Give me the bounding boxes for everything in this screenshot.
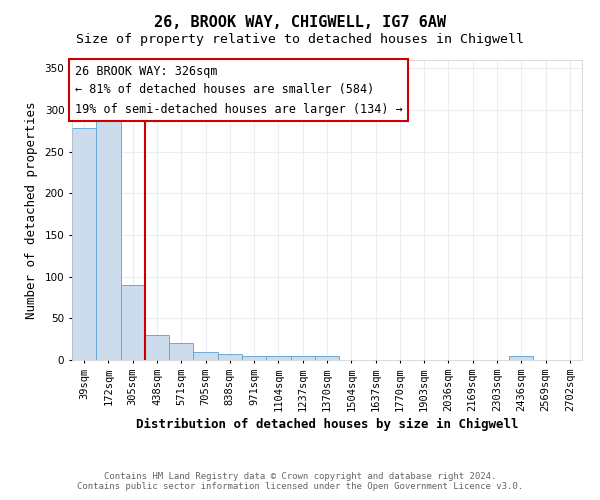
Text: 26 BROOK WAY: 326sqm
← 81% of detached houses are smaller (584)
19% of semi-deta: 26 BROOK WAY: 326sqm ← 81% of detached h… [74, 64, 403, 116]
Bar [169, 344, 193, 360]
Bar [218, 354, 242, 360]
Bar [509, 356, 533, 360]
Bar [290, 356, 315, 360]
Bar [266, 356, 290, 360]
Bar [145, 335, 169, 360]
Y-axis label: Number of detached properties: Number of detached properties [25, 101, 38, 319]
Bar [193, 352, 218, 360]
Bar [121, 285, 145, 360]
Bar [96, 118, 121, 360]
Text: Contains HM Land Registry data © Crown copyright and database right 2024.: Contains HM Land Registry data © Crown c… [104, 472, 496, 481]
Bar [242, 356, 266, 360]
Text: Contains public sector information licensed under the Open Government Licence v3: Contains public sector information licen… [77, 482, 523, 491]
Bar [315, 356, 339, 360]
Text: Size of property relative to detached houses in Chigwell: Size of property relative to detached ho… [76, 32, 524, 46]
Bar [72, 128, 96, 360]
Text: 26, BROOK WAY, CHIGWELL, IG7 6AW: 26, BROOK WAY, CHIGWELL, IG7 6AW [154, 15, 446, 30]
X-axis label: Distribution of detached houses by size in Chigwell: Distribution of detached houses by size … [136, 418, 518, 432]
